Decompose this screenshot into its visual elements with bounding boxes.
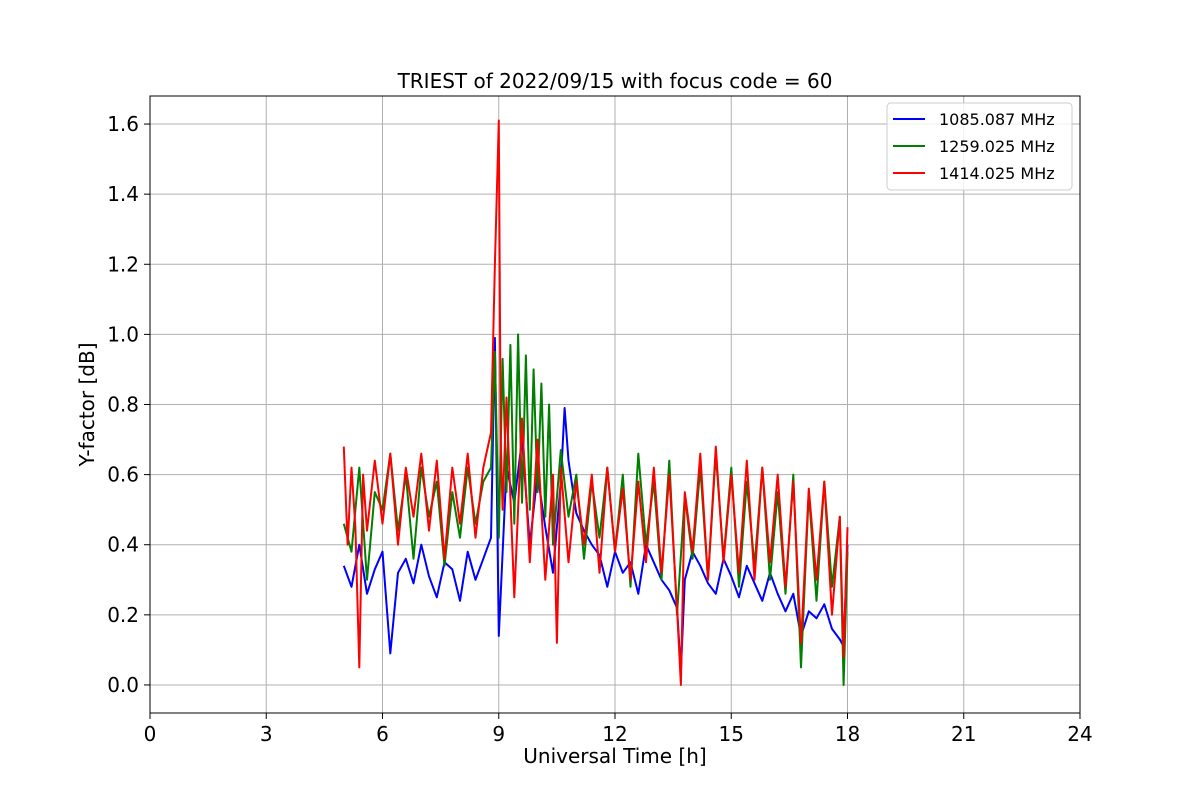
series-line-1259-025-mhz bbox=[342, 333, 849, 686]
x-tick-label: 9 bbox=[492, 722, 505, 746]
x-tick-label: 18 bbox=[835, 722, 860, 746]
x-tick-label: 21 bbox=[951, 722, 976, 746]
y-axis: 0.0 0.2 0.4 0.6 0.8 1.0 1.2 1.4 1.6 bbox=[107, 112, 150, 697]
x-tick-label: 15 bbox=[719, 722, 744, 746]
y-tick-label: 0.6 bbox=[107, 463, 139, 487]
legend-label: 1414.025 MHz bbox=[939, 164, 1055, 183]
legend-box bbox=[886, 102, 1073, 191]
legend: 1085.087 MHz 1259.025 MHz 1414.025 MHz bbox=[886, 102, 1073, 191]
grid-lines bbox=[149, 96, 1081, 713]
x-tick-label: 3 bbox=[260, 722, 273, 746]
chart-title: TRIEST of 2022/09/15 with focus code = 6… bbox=[397, 69, 833, 93]
x-axis-label: Universal Time [h] bbox=[523, 744, 706, 768]
y-tick-label: 1.4 bbox=[107, 182, 139, 206]
legend-label: 1259.025 MHz bbox=[939, 137, 1055, 156]
series-lines bbox=[342, 119, 849, 686]
x-tick-label: 24 bbox=[1067, 722, 1092, 746]
y-tick-label: 0.8 bbox=[107, 393, 139, 417]
y-tick-label: 0.4 bbox=[107, 533, 139, 557]
x-tick-label: 0 bbox=[144, 722, 157, 746]
y-tick-label: 1.2 bbox=[107, 252, 139, 276]
y-axis-label: Y-factor [dB] bbox=[75, 342, 99, 467]
series-line-1414-025-mhz bbox=[342, 119, 849, 686]
x-tick-label: 12 bbox=[602, 722, 627, 746]
legend-label: 1085.087 MHz bbox=[939, 110, 1055, 129]
y-tick-label: 0.2 bbox=[107, 603, 139, 627]
x-axis: 0 3 6 9 12 15 18 21 24 bbox=[144, 713, 1093, 746]
x-tick-label: 6 bbox=[376, 722, 389, 746]
y-tick-label: 0.0 bbox=[107, 673, 139, 697]
y-tick-label: 1.0 bbox=[107, 322, 139, 346]
y-tick-label: 1.6 bbox=[107, 112, 139, 136]
series-line-1085-087-mhz bbox=[342, 336, 849, 672]
